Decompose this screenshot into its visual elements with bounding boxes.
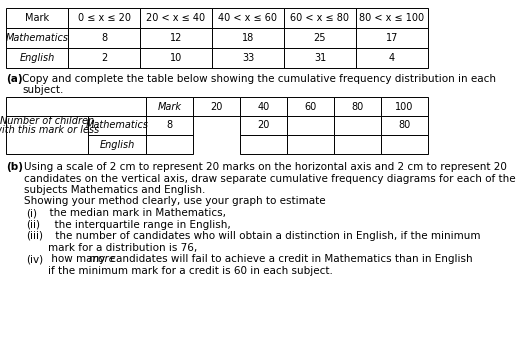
Text: (iv): (iv) (26, 254, 43, 264)
Text: 10: 10 (170, 53, 182, 63)
Text: how many: how many (48, 254, 108, 264)
Text: (b): (b) (6, 162, 23, 172)
Bar (88, 116, 146, 135)
Text: English: English (19, 53, 55, 63)
Text: subject.: subject. (22, 85, 64, 95)
Text: the median mark in Mathematics,: the median mark in Mathematics, (43, 208, 226, 218)
Text: 20 < x ≤ 40: 20 < x ≤ 40 (146, 13, 206, 23)
Text: Mathematics: Mathematics (85, 120, 148, 130)
Bar (287, 97, 334, 116)
Bar (356, 28, 428, 48)
Text: 60: 60 (305, 101, 316, 111)
Text: 25: 25 (314, 33, 326, 43)
Text: (iii): (iii) (26, 231, 43, 241)
Text: 18: 18 (242, 33, 254, 43)
Bar (334, 116, 381, 135)
Bar (287, 135, 334, 154)
Text: 80 < x ≤ 100: 80 < x ≤ 100 (359, 13, 424, 23)
Bar (140, 48, 212, 68)
Text: 17: 17 (386, 33, 398, 43)
Text: Number of children: Number of children (0, 116, 94, 126)
Text: 20: 20 (257, 120, 270, 130)
Text: 4: 4 (389, 53, 395, 63)
Bar (334, 135, 381, 154)
Bar (212, 48, 284, 68)
Text: 8: 8 (101, 33, 107, 43)
Bar (68, 28, 140, 48)
Bar (6, 48, 68, 68)
Bar (212, 28, 284, 48)
Bar (356, 8, 428, 28)
Bar (146, 135, 193, 154)
Bar (88, 135, 146, 154)
Text: Copy and complete the table below showing the cumulative frequency distribution : Copy and complete the table below showin… (22, 74, 496, 84)
Text: candidates will fail to achieve a credit in Mathematics than in English: candidates will fail to achieve a credit… (107, 254, 472, 264)
Bar (6, 97, 146, 116)
Bar (284, 8, 356, 28)
Text: more: more (89, 254, 116, 264)
Bar (68, 48, 140, 68)
Bar (356, 48, 428, 68)
Bar (240, 116, 287, 135)
Text: Using a scale of 2 cm to represent 20 marks on the horizontal axis and 2 cm to r: Using a scale of 2 cm to represent 20 ma… (24, 162, 507, 172)
Text: 20: 20 (210, 101, 223, 111)
Bar (334, 97, 381, 116)
Text: 80: 80 (352, 101, 363, 111)
Bar (381, 97, 428, 116)
Bar (140, 28, 212, 48)
Text: 31: 31 (314, 53, 326, 63)
Bar (6, 28, 68, 48)
Bar (381, 116, 428, 135)
Text: 60 < x ≤ 80: 60 < x ≤ 80 (291, 13, 349, 23)
Text: Mathematics: Mathematics (6, 33, 68, 43)
Text: (a): (a) (6, 74, 23, 84)
Bar (240, 135, 287, 154)
Bar (6, 8, 68, 28)
Bar (284, 28, 356, 48)
Text: subjects Mathematics and English.: subjects Mathematics and English. (24, 185, 205, 195)
Bar (212, 8, 284, 28)
Text: the number of candidates who will obtain a distinction in English, if the minimu: the number of candidates who will obtain… (52, 231, 480, 241)
Text: English: English (99, 139, 134, 149)
Text: 8: 8 (166, 120, 173, 130)
Bar (140, 8, 212, 28)
Bar (146, 116, 193, 135)
Text: 12: 12 (170, 33, 182, 43)
Text: Showing your method clearly, use your graph to estimate: Showing your method clearly, use your gr… (24, 197, 326, 207)
Text: mark for a distribution is 76,: mark for a distribution is 76, (48, 243, 197, 253)
Bar (381, 135, 428, 154)
Text: Mark: Mark (158, 101, 181, 111)
Text: candidates on the vertical axis, draw separate cumulative frequency diagrams for: candidates on the vertical axis, draw se… (24, 173, 515, 183)
Text: 40: 40 (257, 101, 270, 111)
Text: 2: 2 (101, 53, 107, 63)
Bar (287, 116, 334, 135)
Text: (ii): (ii) (26, 219, 40, 229)
Text: the interquartile range in English,: the interquartile range in English, (48, 219, 230, 229)
Text: 0 ≤ x ≤ 20: 0 ≤ x ≤ 20 (78, 13, 130, 23)
Text: if the minimum mark for a credit is 60 in each subject.: if the minimum mark for a credit is 60 i… (48, 265, 333, 275)
Bar (284, 48, 356, 68)
Bar (193, 97, 240, 116)
Text: with this mark or less: with this mark or less (0, 125, 100, 135)
Text: 40 < x ≤ 60: 40 < x ≤ 60 (219, 13, 278, 23)
Text: (i): (i) (26, 208, 37, 218)
Text: 100: 100 (396, 101, 414, 111)
Text: Mark: Mark (25, 13, 49, 23)
Bar (146, 97, 193, 116)
Bar (68, 8, 140, 28)
Bar (240, 97, 287, 116)
Bar (6, 116, 88, 154)
Text: 33: 33 (242, 53, 254, 63)
Text: 80: 80 (399, 120, 410, 130)
